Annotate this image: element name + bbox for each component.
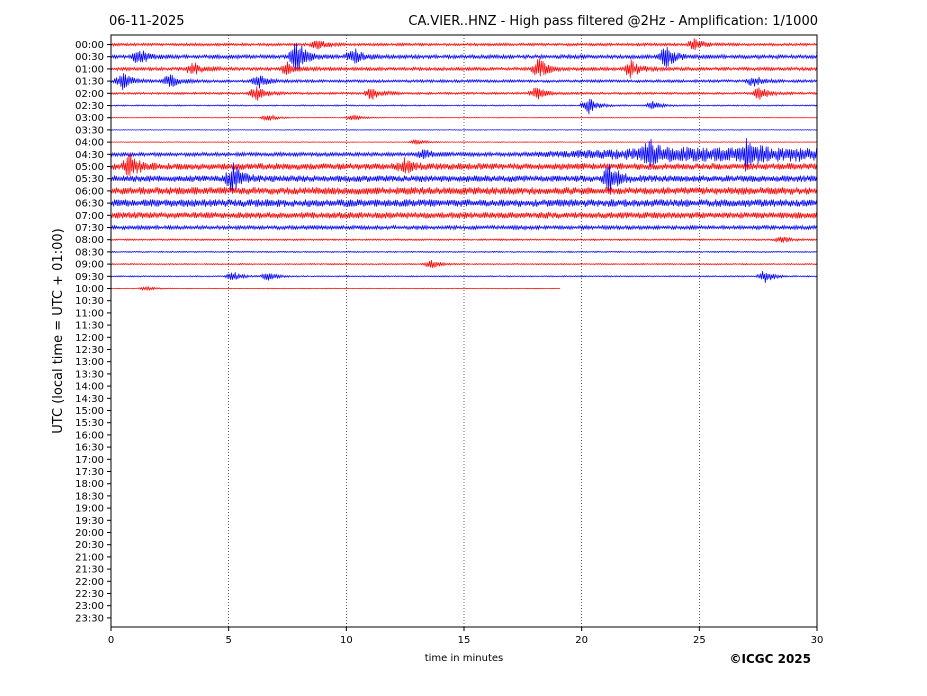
trace-row-0530 [110,162,817,193]
row-label: 15:00 [75,406,104,417]
row-label: 18:00 [75,479,104,490]
trace-row-1000 [110,285,561,291]
row-label: 12:00 [75,333,104,344]
trace-row-0500 [110,154,817,176]
row-label: 22:30 [75,589,104,600]
row-label: 20:00 [75,528,104,539]
row-label: 07:30 [75,223,104,234]
row-label: 23:30 [75,613,104,624]
row-label: 05:30 [75,174,104,185]
row-label: 14:00 [75,382,104,393]
trace-row-0600 [110,187,817,195]
row-label: 17:30 [75,467,104,478]
row-label: 23:00 [75,601,104,612]
row-label: 18:30 [75,491,104,502]
row-label: 12:30 [75,345,104,356]
row-label: 06:00 [75,186,104,197]
trace-row-0300 [110,114,817,122]
trace-row-0630 [110,199,817,207]
x-tick-label: 25 [693,635,706,646]
x-tick-label: 10 [340,635,353,646]
row-label: 09:00 [75,260,104,271]
row-label: 14:30 [75,394,104,405]
trace-row-0230 [110,98,817,115]
trace-row-0730 [110,224,817,231]
chart-title: CA.VIER..HNZ - High pass filtered @2Hz -… [408,14,818,29]
row-label: 13:00 [75,357,104,368]
row-label: 08:30 [75,247,104,258]
trace-layer [110,38,817,291]
x-tick-label: 0 [108,635,114,646]
trace-row-0000 [110,38,817,51]
row-label: 16:30 [75,443,104,454]
x-tick-label: 5 [225,635,231,646]
row-label: 19:00 [75,504,104,515]
trace-row-0900 [110,260,817,269]
row-label: 10:00 [75,284,104,295]
row-label: 07:00 [75,211,104,222]
row-label: 10:30 [75,296,104,307]
gridline-layer [228,35,700,627]
trace-row-0800 [110,236,817,243]
row-label: 04:30 [75,150,104,161]
x-axis-label: time in minutes [425,653,504,664]
row-label: 09:30 [75,272,104,283]
trace-row-0930 [110,270,817,283]
row-label: 06:30 [75,199,104,210]
trace-row-0430 [110,138,817,172]
row-label: 11:30 [75,321,104,332]
trace-row-0400 [110,139,817,145]
row-label: 15:30 [75,418,104,429]
row-label: 20:30 [75,540,104,551]
trace-row-0130 [110,73,817,91]
row-label: 21:00 [75,552,104,563]
trace-row-0200 [110,86,817,101]
row-label: 05:00 [75,162,104,173]
row-label: 02:00 [75,89,104,100]
row-label: 08:00 [75,235,104,246]
copyright-label: ©ICGC 2025 [729,652,811,666]
row-label: 13:30 [75,369,104,380]
trace-row-0100 [110,58,817,79]
row-label: 03:00 [75,113,104,124]
row-label: 21:30 [75,565,104,576]
row-label: 04:00 [75,138,104,149]
trace-row-0030 [110,43,817,72]
x-tick-label: 30 [811,635,824,646]
row-label: 11:00 [75,308,104,319]
x-axis-ticks: 0 5 10 15 20 25 30 [108,627,824,646]
row-label: 19:30 [75,516,104,527]
trace-row-0700 [110,211,817,219]
row-label: 01:00 [75,64,104,75]
trace-row-0330 [110,128,817,131]
x-tick-label: 20 [575,635,588,646]
row-label: 03:30 [75,125,104,136]
trace-row-0830 [110,250,817,254]
date-label: 06-11-2025 [109,14,185,29]
row-label: 17:00 [75,455,104,466]
y-axis-label: UTC (local time = UTC + 01:00) [51,228,66,433]
row-label: 00:30 [75,52,104,63]
row-label: 02:30 [75,101,104,112]
plot-area-frame [110,34,818,628]
row-label: 00:00 [75,40,104,51]
x-tick-label: 15 [458,635,471,646]
row-label: 16:00 [75,430,104,441]
row-label: 22:00 [75,577,104,588]
row-label: 01:30 [75,77,104,88]
